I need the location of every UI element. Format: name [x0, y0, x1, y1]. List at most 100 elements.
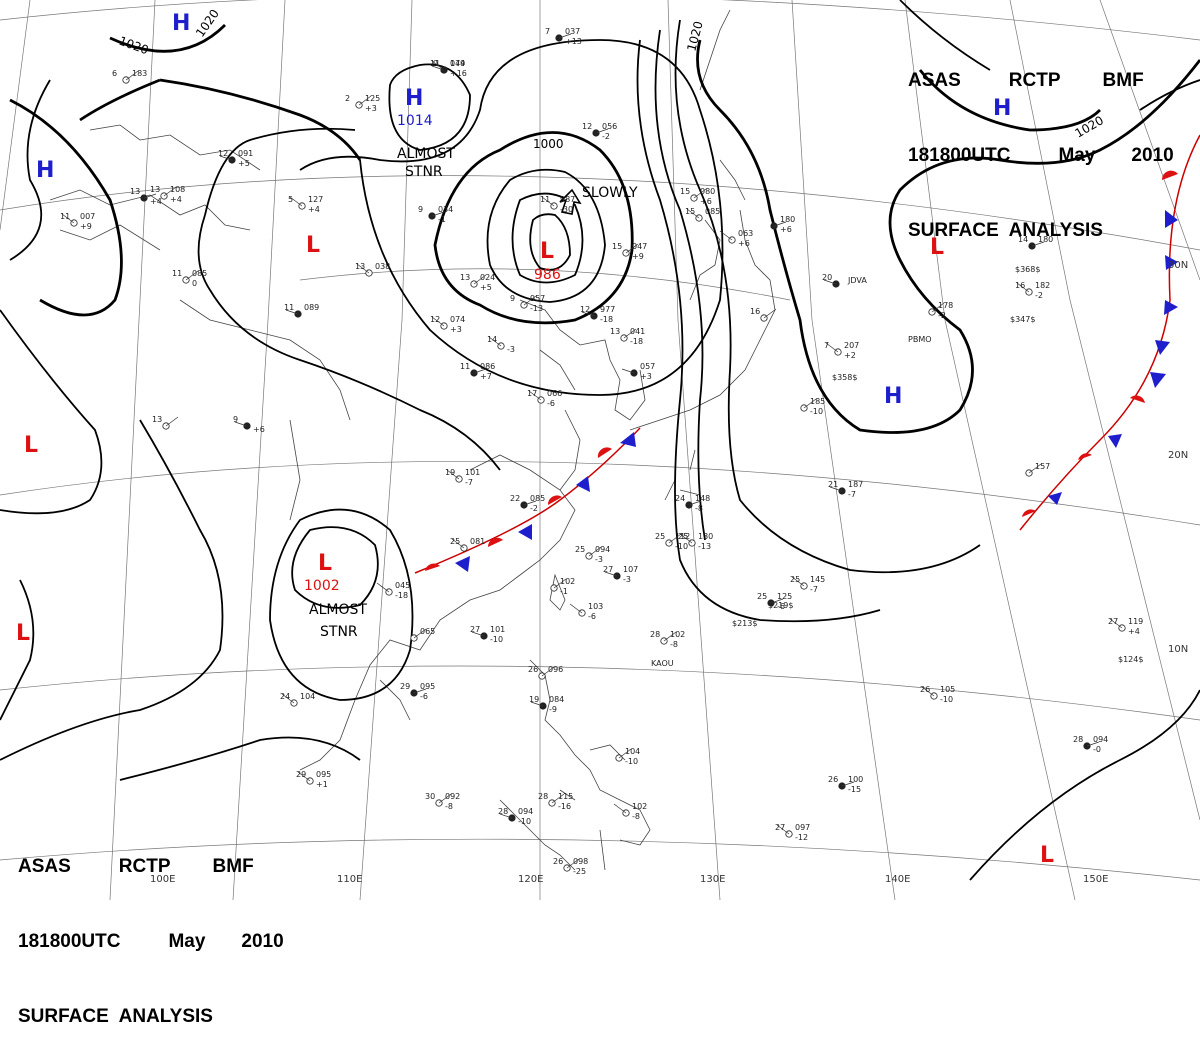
obs-pressure: 024	[480, 273, 495, 282]
obs-tendency: +5	[480, 283, 492, 292]
high-center-marker: H	[993, 96, 1011, 121]
wind-barb	[688, 500, 702, 506]
obs-pressure: 174	[450, 59, 465, 68]
low-center-pressure: 986	[534, 267, 561, 283]
header-year: 2010	[1131, 145, 1174, 166]
station-obs: 29 095-6	[400, 682, 435, 701]
obs-pressure: 063	[738, 229, 753, 238]
obs-pressure: 178	[938, 301, 953, 310]
obs-tendency: -25	[573, 867, 586, 876]
station-obs: 12 056-2	[582, 122, 617, 141]
obs-temperature: 26	[920, 685, 930, 694]
obs-pressure: 182	[1035, 281, 1050, 290]
station-obs: 16 182-2	[1015, 281, 1050, 300]
station-observations: 7 037+13-0 174+162 125+312 091+513 108+4 5 127+…	[60, 27, 1143, 876]
obs-temperature: 28	[498, 807, 508, 816]
station-obs: 26 098-25	[553, 857, 588, 876]
map-header-top-right: ASAS RCTP BMF 181800UTC May 2010 SURFACE ANA…	[908, 18, 1174, 268]
obs-temperature: 22	[510, 494, 520, 503]
header-month: May	[1058, 145, 1096, 166]
wind-barb	[438, 793, 452, 804]
low-center-marker: L	[540, 239, 554, 264]
wind-barb	[376, 582, 390, 593]
obs-pressure: 096	[548, 665, 563, 674]
wind-barb	[588, 546, 602, 557]
station-label: PBMO	[908, 335, 932, 344]
obs-tendency: +2	[844, 351, 856, 360]
obs-pressure: 957	[530, 294, 545, 303]
wind-barb	[473, 368, 487, 374]
obs-pressure: 056	[602, 122, 617, 131]
obs-tendency: -1	[560, 587, 568, 596]
header-title: SURFACE ANALYSIS	[18, 1006, 213, 1027]
pressure-code: $213$	[732, 619, 757, 628]
obs-tendency: -3	[595, 555, 603, 564]
wind-barb	[595, 128, 609, 134]
wind-barb	[921, 686, 935, 697]
pressure-code: $358$	[832, 373, 857, 382]
obs-tendency: -6	[777, 602, 785, 611]
wind-barb	[829, 486, 843, 492]
station-obs: 103-6	[569, 602, 603, 621]
obs-temperature: 14	[487, 335, 497, 344]
wind-barb	[558, 33, 572, 39]
obs-temperature: 13	[152, 415, 162, 424]
header-source: BMF	[212, 856, 254, 877]
obs-temperature: 16	[750, 307, 760, 316]
obs-temperature: -0	[430, 59, 438, 68]
obs-pressure: 157	[1035, 462, 1050, 471]
obs-pressure: 085	[192, 269, 207, 278]
obs-pressure: 207	[844, 341, 859, 350]
wind-barb	[551, 793, 565, 804]
station-obs: 13 +4	[130, 187, 162, 206]
obs-pressure: 105	[940, 685, 955, 694]
obs-pressure: 104	[625, 747, 640, 756]
wind-barb	[499, 813, 513, 819]
wind-barb	[281, 693, 295, 704]
obs-pressure: 101	[490, 625, 505, 634]
high-center-pressure: 1014	[397, 113, 433, 129]
obs-temperature: 11	[430, 59, 440, 68]
obs-pressure: 107	[623, 565, 638, 574]
station-obs: 178-2	[928, 301, 953, 320]
header-time: 181800UTC	[18, 931, 121, 952]
obs-temperature: 30	[425, 792, 435, 801]
low-center-marker: L	[1040, 843, 1054, 868]
wind-barb	[823, 279, 837, 285]
obs-pressure: 098	[573, 857, 588, 866]
wind-barb	[1028, 463, 1042, 474]
station-obs: 7 037+13	[545, 27, 582, 46]
weather-map: 110E 120E 130E 140E 150E 100E 30N 20N 10…	[0, 0, 1200, 900]
obs-pressure: 007	[80, 212, 95, 221]
obs-temperature: 17	[527, 389, 537, 398]
station-obs: 25 112-10	[655, 532, 690, 551]
station-obs: 19 084-9	[529, 695, 564, 714]
obs-pressure: 041	[630, 327, 645, 336]
obs-pressure: 037	[565, 27, 580, 36]
wind-barb	[770, 598, 784, 604]
map-header-bottom-left: ASAS RCTP BMF 181800UTC May 2010 SURFACE ANA…	[18, 804, 284, 1054]
low-center-marker: L	[930, 235, 944, 260]
wind-barb	[841, 781, 855, 787]
station-obs: 26 105-10	[920, 685, 955, 704]
wind-barb	[358, 95, 372, 106]
station-obs: 14 -3	[487, 335, 515, 354]
wind-barb	[1016, 282, 1030, 293]
obs-temperature: 12	[582, 122, 592, 131]
wind-barb	[471, 631, 485, 637]
wind-barb	[219, 155, 233, 161]
obs-temperature: 6	[112, 69, 117, 78]
wind-barb	[523, 500, 537, 506]
station-obs: 25 130-13	[678, 532, 713, 551]
obs-tendency: -16	[558, 802, 571, 811]
wind-barb	[581, 311, 595, 317]
lon-label-140e: 140E	[885, 874, 910, 885]
obs-temperature: 7	[824, 341, 829, 350]
station-obs: 185-10	[800, 397, 825, 416]
wind-barb	[776, 824, 790, 835]
obs-tendency: 0	[192, 279, 197, 288]
station-obs: 22 085-2	[510, 494, 545, 513]
graticule	[0, 0, 1200, 900]
obs-temperature: 5	[288, 195, 293, 204]
obs-tendency: +4	[308, 205, 320, 214]
